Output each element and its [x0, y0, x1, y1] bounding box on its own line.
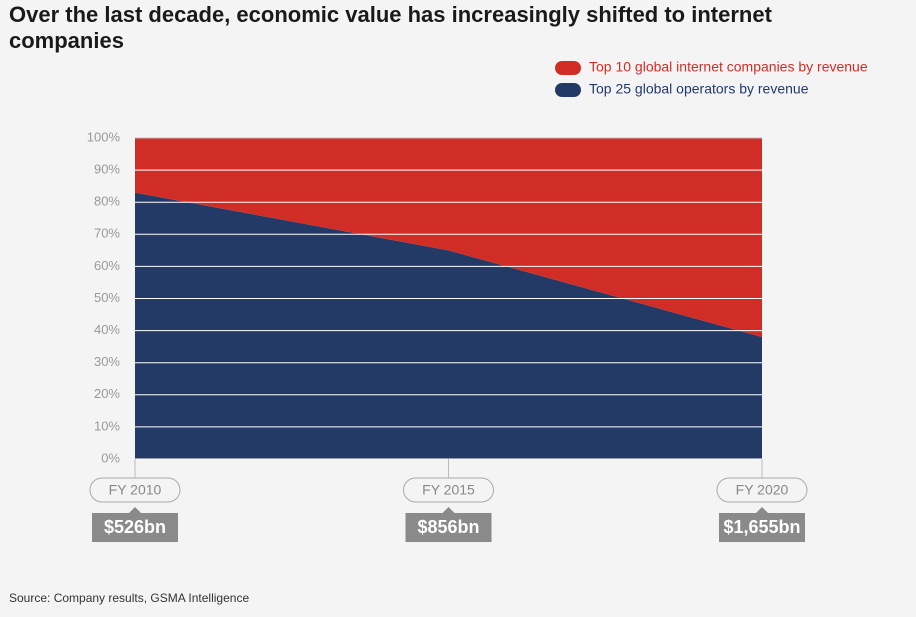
area: [135, 192, 762, 459]
x-tick-label: FY 2020: [736, 482, 789, 498]
annotation: $1,655bn: [723, 517, 800, 537]
x-tick-label: FY 2015: [422, 482, 475, 498]
x-label-pill: [89, 477, 181, 503]
legend-label: Top 25 global operators by revenue: [589, 81, 809, 97]
x-tick-label: FY 2010: [109, 482, 162, 498]
y-tick-label: 0%: [101, 450, 120, 465]
x-label-pill: [716, 477, 808, 503]
y-tick-label: 80%: [94, 194, 120, 209]
source-note: Source: Company results, GSMA Intelligen…: [9, 591, 250, 605]
annotation-pointer: [442, 507, 455, 513]
y-tick-label: 20%: [94, 386, 120, 401]
y-tick-label: 10%: [94, 418, 120, 433]
annotation: $526bn: [104, 517, 166, 537]
annotation-box: [92, 513, 178, 542]
chart: 0% 10% 20% 30% 40% 50% 60% 70% 80% 90% 100% FY 2010…: [87, 59, 868, 542]
x-label-pill: [403, 477, 494, 503]
annotation-box: [405, 513, 492, 542]
annotation-box: [719, 513, 805, 542]
y-tick-label: 100%: [87, 129, 121, 144]
annotation-pointer: [129, 507, 141, 513]
annotation: $856bn: [417, 517, 479, 537]
area: [135, 138, 762, 338]
y-tick-label: 40%: [94, 322, 120, 337]
legend-swatch: [555, 83, 581, 97]
annotation-pointer: [756, 507, 768, 513]
y-tick-label: 70%: [94, 226, 120, 241]
y-tick-label: 90%: [94, 162, 120, 177]
y-tick-label: 50%: [94, 290, 120, 305]
y-tick-label: 30%: [94, 354, 120, 369]
legend-swatch: [555, 61, 581, 75]
chart-title: Over the last decade, economic value has…: [9, 2, 772, 53]
legend-label: Top 10 global internet companies by reve…: [589, 59, 868, 75]
y-tick-label: 60%: [94, 258, 120, 273]
